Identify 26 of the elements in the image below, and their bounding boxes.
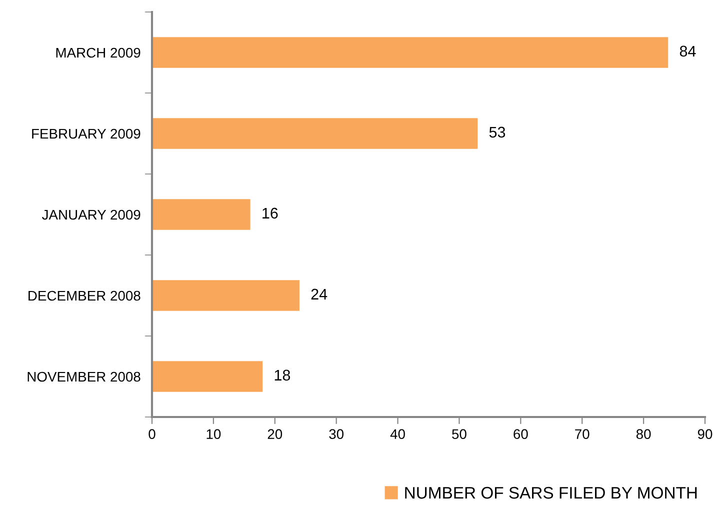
data-label: 16 bbox=[262, 208, 278, 219]
y-tick-label: MARCH 2009 bbox=[56, 48, 140, 58]
bar bbox=[152, 361, 263, 392]
y-tick-label: DECEMBER 2008 bbox=[28, 290, 140, 301]
bar bbox=[152, 280, 300, 311]
data-label: 24 bbox=[311, 288, 328, 300]
data-label: 18 bbox=[274, 370, 290, 381]
x-tick-label: 70 bbox=[575, 429, 590, 440]
x-tick-label: 60 bbox=[514, 429, 528, 440]
x-tick-label: 10 bbox=[206, 429, 221, 440]
x-tick-label: 80 bbox=[636, 429, 651, 440]
x-tick-label: 50 bbox=[452, 429, 466, 440]
bar bbox=[152, 118, 478, 149]
data-label: 53 bbox=[489, 126, 506, 138]
data-label: 84 bbox=[680, 46, 696, 57]
y-tick-label: NOVEMBER 2008 bbox=[28, 372, 140, 382]
y-tick-label: JANUARY 2009 bbox=[42, 210, 140, 220]
x-tick-label: 0 bbox=[148, 429, 156, 440]
legend-label: NUMBER OF SARS FILED BY MONTH bbox=[405, 486, 697, 499]
x-tick-label: 40 bbox=[390, 429, 405, 440]
y-tick-label: FEBRUARY 2009 bbox=[32, 128, 140, 139]
bar bbox=[152, 37, 668, 68]
x-tick-label: 90 bbox=[698, 429, 712, 440]
bar bbox=[152, 199, 250, 230]
x-tick-label: 20 bbox=[268, 429, 282, 440]
x-tick-label: 30 bbox=[329, 429, 344, 440]
